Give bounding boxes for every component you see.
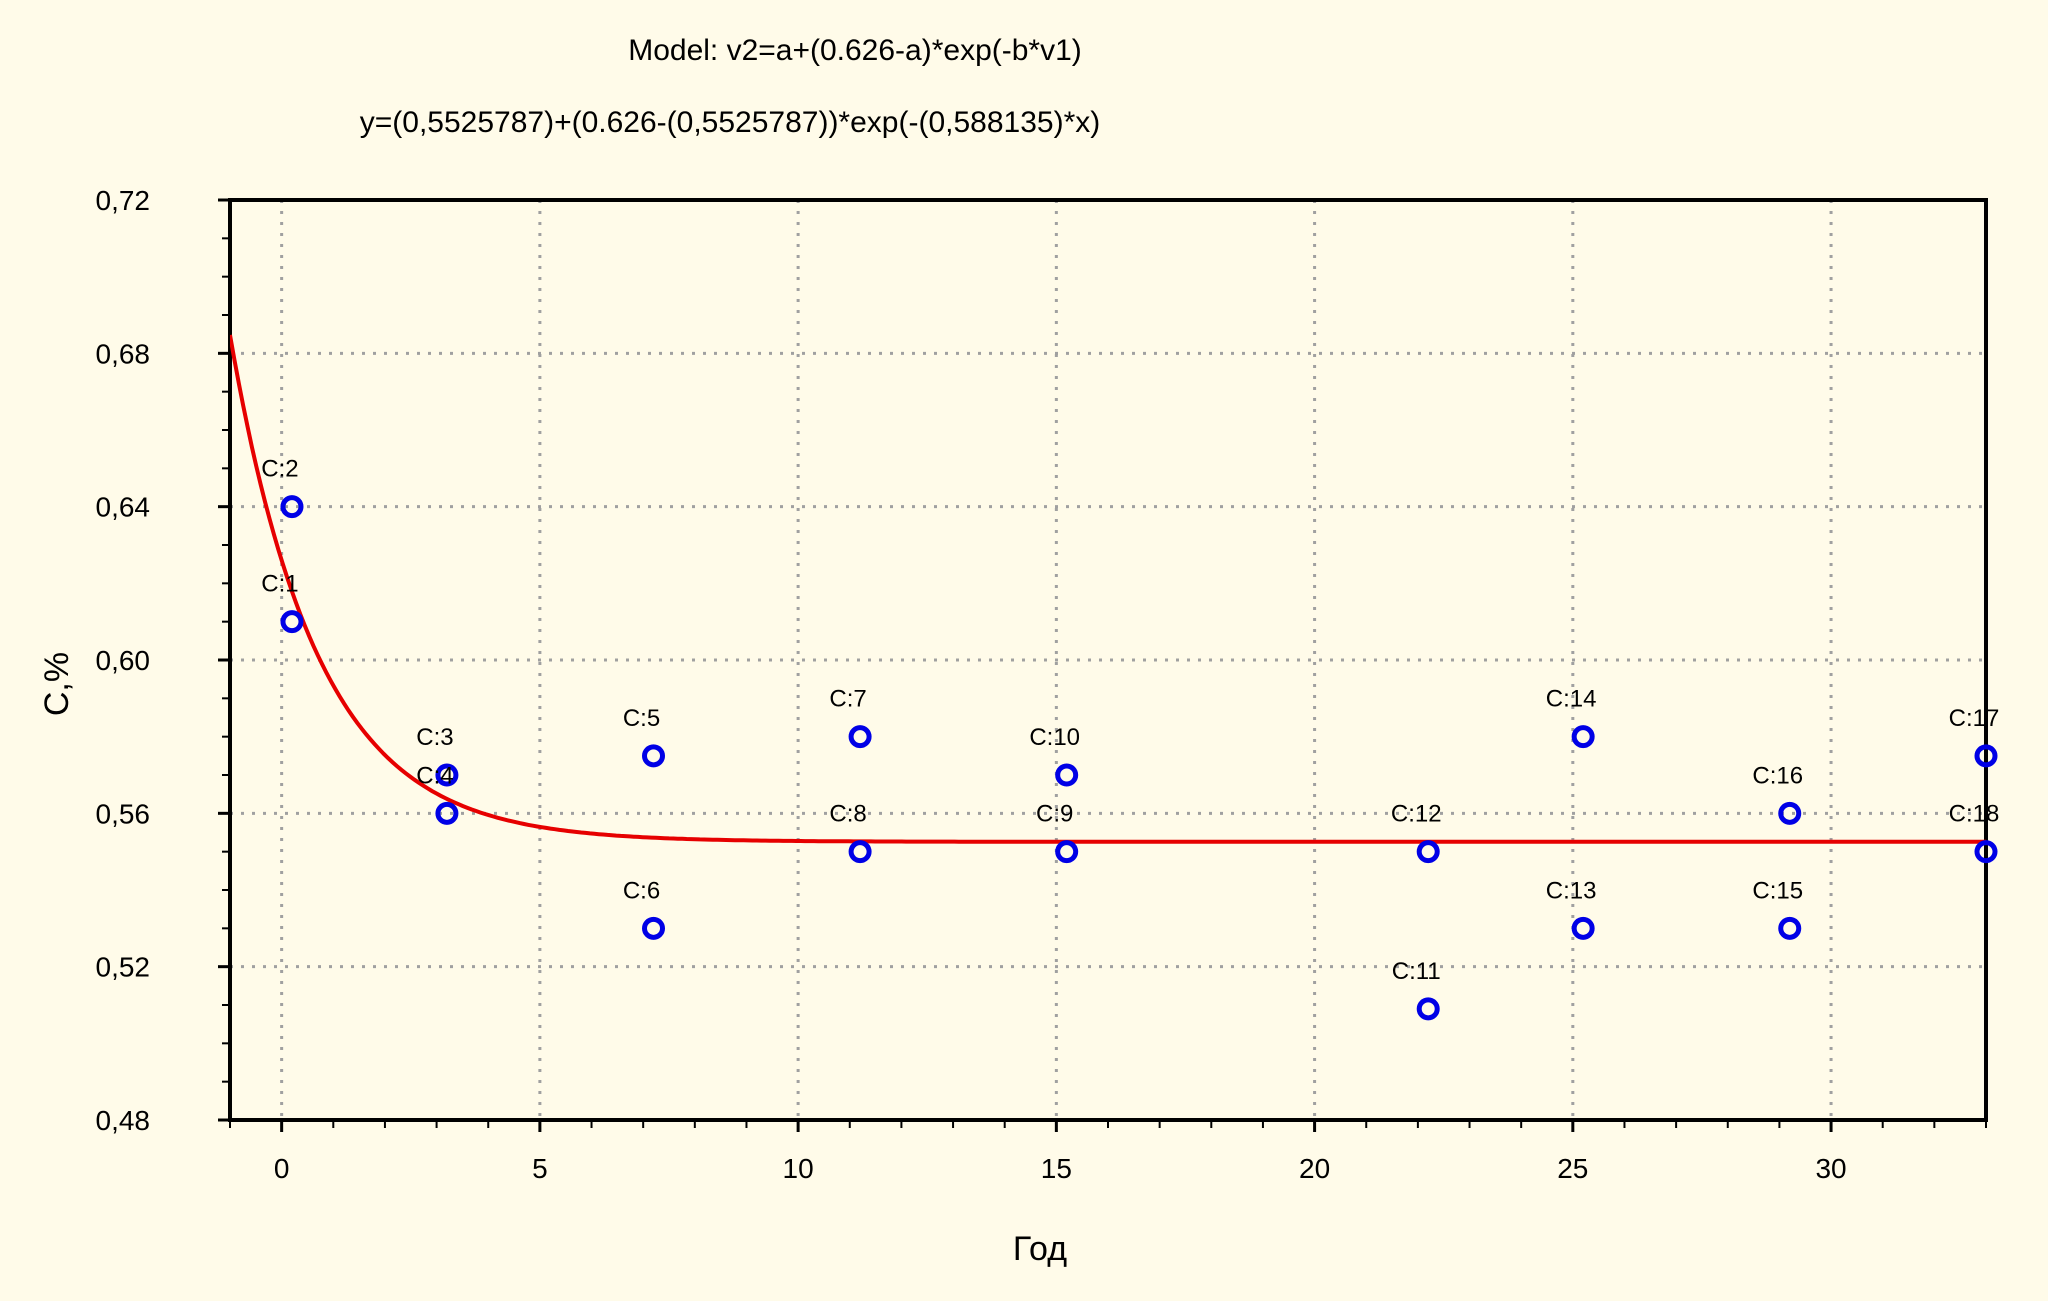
data-point: [1571, 725, 1595, 749]
x-tick-label: 20: [1299, 1153, 1330, 1184]
x-tick-label: 15: [1041, 1153, 1072, 1184]
point-label: C:7: [829, 686, 866, 713]
x-tick-label: 25: [1557, 1153, 1588, 1184]
data-point: [280, 610, 304, 634]
point-label: C:18: [1949, 801, 2000, 828]
data-point: [1571, 916, 1595, 940]
point-label: C:13: [1546, 877, 1597, 904]
axis-ticks: 0 5 10 15 20 25 30 0,48 0,52 0,56 0,60 0,64 0,68 0,72: [96, 185, 1987, 1184]
y-tick-label: 0,60: [96, 645, 151, 676]
point-label: C:10: [1029, 724, 1080, 751]
y-tick-label: 0,52: [96, 952, 151, 983]
y-tick-label: 0,48: [96, 1105, 151, 1136]
fit-curve: [230, 334, 1986, 844]
point-label: C:14: [1546, 686, 1597, 713]
point-label: C:1: [261, 571, 298, 598]
data-point: [1055, 840, 1079, 864]
x-tick-label: 5: [532, 1153, 548, 1184]
data-point: [848, 725, 872, 749]
data-point: [1055, 763, 1079, 787]
point-label: C:11: [1392, 958, 1441, 985]
data-point: [642, 916, 666, 940]
y-tick-label: 0,56: [96, 798, 151, 829]
data-point: [1778, 916, 1802, 940]
point-label: C:16: [1752, 762, 1803, 789]
chart-subtitle: y=(0,5525787)+(0.626-(0,5525787))*exp(-(…: [360, 106, 1100, 139]
x-tick-label: 0: [274, 1153, 290, 1184]
point-label: C:8: [829, 801, 866, 828]
data-point: [435, 801, 459, 825]
y-tick-label: 0,72: [96, 185, 151, 216]
point-label: C:2: [261, 456, 298, 483]
x-tick-label: 30: [1815, 1153, 1846, 1184]
point-label: C:12: [1391, 801, 1442, 828]
x-axis-title: Год: [1013, 1230, 1067, 1268]
point-label: C:6: [623, 877, 660, 904]
point-label: C:15: [1752, 877, 1803, 904]
point-label: C:3: [416, 724, 453, 751]
data-point: [1974, 840, 1998, 864]
data-points: C:1 C:2 C:3 C:4 C:5 C:6 C:7 C:8 C:9 C:10 C:11 C:12 C…: [261, 456, 2000, 1021]
point-label: C:5: [623, 705, 660, 732]
data-point: [280, 495, 304, 519]
data-point: [1778, 801, 1802, 825]
y-axis-title: C,%: [38, 652, 76, 716]
data-point: [1416, 840, 1440, 864]
fit-curve-layer: [230, 334, 1986, 844]
point-label: C:17: [1949, 705, 2000, 732]
plot-frame: [228, 198, 1988, 1122]
data-point: [435, 763, 459, 787]
data-point: [642, 744, 666, 768]
point-label: C:4: [416, 762, 453, 789]
data-point: [1416, 997, 1440, 1021]
point-label: C:9: [1036, 801, 1073, 828]
x-tick-label: 10: [783, 1153, 814, 1184]
data-point: [1974, 744, 1998, 768]
data-point: [848, 840, 872, 864]
y-tick-label: 0,64: [96, 492, 151, 523]
chart-title: Model: v2=a+(0.626-a)*exp(-b*v1): [628, 34, 1082, 67]
y-tick-label: 0,68: [96, 338, 151, 369]
